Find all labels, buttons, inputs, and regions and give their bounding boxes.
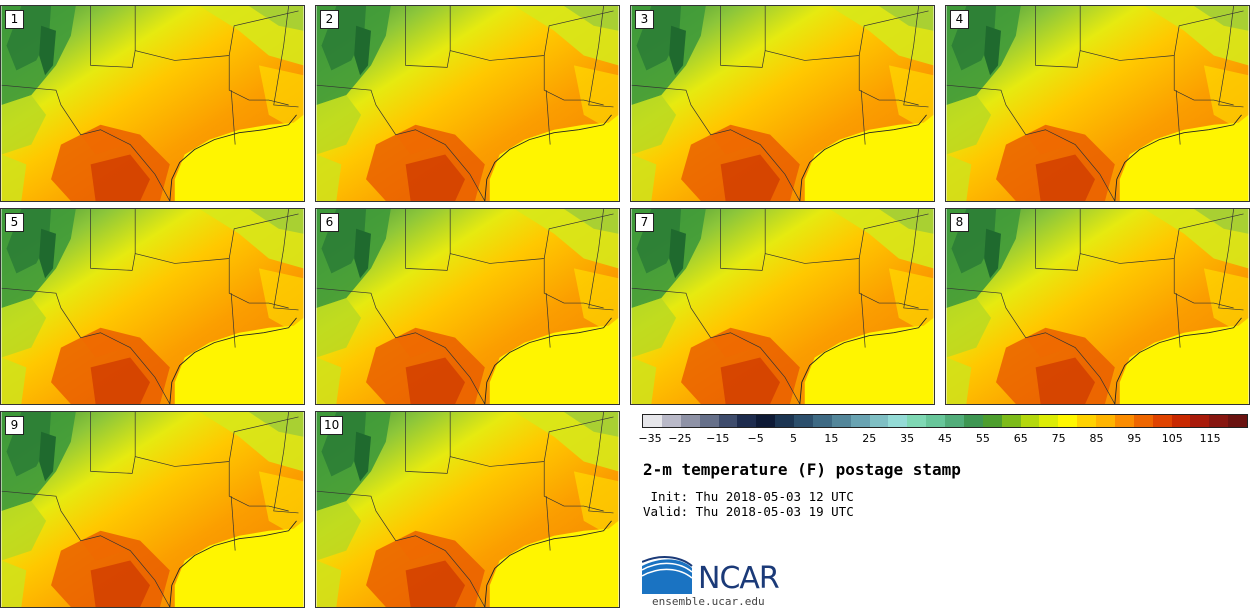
member-label-8: 8 (950, 213, 969, 232)
stamp-panel-4[interactable]: 4 (945, 5, 1250, 202)
stamp-panel-5[interactable]: 5 (0, 208, 305, 405)
colorbar-segment (1096, 415, 1115, 427)
temperature-map-9 (1, 412, 304, 607)
stamp-panel-10[interactable]: 10 (315, 411, 620, 608)
colorbar-segment (1228, 415, 1247, 427)
colorbar-segment (1209, 415, 1229, 427)
colorbar-tick: 65 (1013, 432, 1028, 445)
colorbar-segment (812, 415, 832, 427)
colorbar-segment (907, 415, 927, 427)
temperature-map-2 (316, 6, 619, 201)
colorbar-segment (982, 415, 1002, 427)
member-label-6: 6 (320, 213, 339, 232)
member-label-1: 1 (5, 10, 24, 29)
member-label-7: 7 (635, 213, 654, 232)
colorbar-segment (945, 415, 964, 427)
member-label-3: 3 (635, 10, 654, 29)
colorbar-segment (888, 415, 908, 427)
colorbar-tick: −15 (706, 432, 730, 445)
colorbar-segment (756, 415, 776, 427)
valid-time: Valid: Thu 2018-05-03 19 UTC (643, 504, 854, 519)
stamp-panel-8[interactable]: 8 (945, 208, 1250, 405)
stamp-panel-7[interactable]: 7 (630, 208, 935, 405)
temperature-map-7 (631, 209, 934, 404)
colorbar-tick: 35 (900, 432, 915, 445)
init-time: Init: Thu 2018-05-03 12 UTC (643, 489, 854, 504)
temperature-map-3 (631, 6, 934, 201)
colorbar-tick: −5 (747, 432, 764, 445)
colorbar-tick: 105 (1161, 432, 1183, 445)
colorbar-segment (1001, 415, 1021, 427)
member-label-2: 2 (320, 10, 339, 29)
temperature-map-4 (946, 6, 1249, 201)
colorbar-segment (1058, 415, 1078, 427)
colorbar-segment (1077, 415, 1096, 427)
temperature-map-6 (316, 209, 619, 404)
colorbar-segment (1171, 415, 1191, 427)
colorbar-tick: 45 (938, 432, 952, 445)
temperature-map-10 (316, 412, 619, 607)
stamp-panel-9[interactable]: 9 (0, 411, 305, 608)
colorbar-segment (1114, 415, 1134, 427)
colorbar-tick-labels: −35 −25 −15 −5 5 15 25 35 45 55 65 75 85 95 105 115 (638, 432, 1248, 448)
member-label-5: 5 (5, 213, 24, 232)
colorbar-segment (775, 415, 794, 427)
temperature-map-5 (1, 209, 304, 404)
colorbar-segment (926, 415, 945, 427)
stamp-panel-6[interactable]: 6 (315, 208, 620, 405)
member-label-4: 4 (950, 10, 969, 29)
stamp-panel-1[interactable]: 1 (0, 5, 305, 202)
colorbar-segment (850, 415, 870, 427)
colorbar-segment (963, 415, 983, 427)
colorbar-tick: −25 (668, 432, 692, 445)
colorbar-segment (831, 415, 851, 427)
temperature-map-8 (946, 209, 1249, 404)
colorbar-segment (643, 415, 662, 427)
colorbar-tick: 95 (1127, 432, 1142, 445)
member-label-10: 10 (320, 416, 344, 435)
colorbar-tick: 5 (790, 432, 797, 445)
member-label-9: 9 (5, 416, 24, 435)
colorbar-tick: 115 (1199, 432, 1221, 445)
colorbar-segment (1020, 415, 1040, 427)
colorbar-segment (1133, 415, 1153, 427)
colorbar-segment (1152, 415, 1172, 427)
colorbar-tick: −35 (638, 432, 662, 445)
ncar-logo-text: NCAR (698, 561, 780, 596)
colorbar-segment (661, 415, 681, 427)
plot-title: 2-m temperature (F) postage stamp (643, 460, 961, 479)
colorbar-segment (869, 415, 889, 427)
colorbar-segment (699, 415, 719, 427)
colorbar-tick: 75 (1051, 432, 1066, 445)
stamp-panel-3[interactable]: 3 (630, 5, 935, 202)
stamp-panel-2[interactable]: 2 (315, 5, 620, 202)
colorbar-tick: 15 (824, 432, 839, 445)
colorbar-segment (1190, 415, 1210, 427)
site-url[interactable]: ensemble.ucar.edu (652, 595, 765, 608)
colorbar-segment (680, 415, 700, 427)
colorbar-segment (737, 415, 757, 427)
ncar-swoosh-icon (642, 556, 693, 594)
colorbar-tick: 55 (975, 432, 990, 445)
colorbar-tick: 85 (1089, 432, 1104, 445)
temperature-colorbar (642, 414, 1248, 428)
colorbar-segment (718, 415, 738, 427)
colorbar-tick: 25 (862, 432, 877, 445)
temperature-map-1 (1, 6, 304, 201)
colorbar-segment (794, 415, 813, 427)
colorbar-segment (1039, 415, 1059, 427)
